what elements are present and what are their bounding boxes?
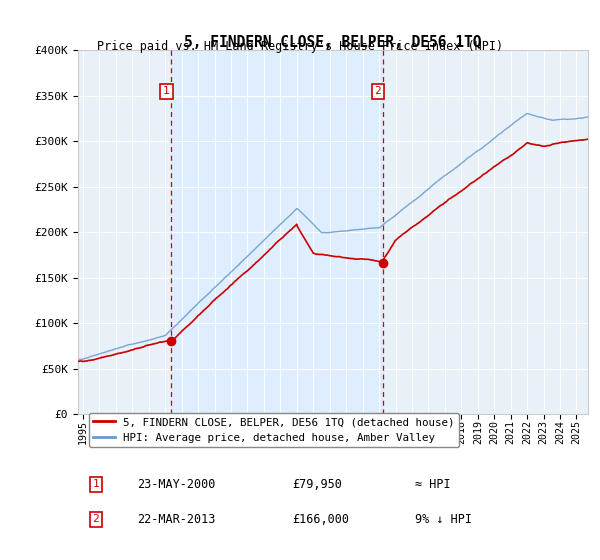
Text: 22-MAR-2013: 22-MAR-2013 (137, 512, 215, 526)
Text: 1: 1 (92, 479, 99, 489)
Text: ≈ HPI: ≈ HPI (415, 478, 450, 491)
Text: 9% ↓ HPI: 9% ↓ HPI (415, 512, 472, 526)
Text: 2: 2 (374, 86, 381, 96)
Text: Price paid vs. HM Land Registry's House Price Index (HPI): Price paid vs. HM Land Registry's House … (97, 40, 503, 53)
Legend: 5, FINDERN CLOSE, BELPER, DE56 1TQ (detached house), HPI: Average price, detache: 5, FINDERN CLOSE, BELPER, DE56 1TQ (deta… (89, 413, 459, 447)
Text: 1: 1 (163, 86, 170, 96)
Bar (172, 50, 383, 414)
Text: 23-MAY-2000: 23-MAY-2000 (137, 478, 215, 491)
Text: £166,000: £166,000 (292, 512, 349, 526)
Text: 2: 2 (92, 514, 99, 524)
Title: 5, FINDERN CLOSE, BELPER, DE56 1TQ: 5, FINDERN CLOSE, BELPER, DE56 1TQ (184, 35, 482, 50)
Text: £79,950: £79,950 (292, 478, 342, 491)
